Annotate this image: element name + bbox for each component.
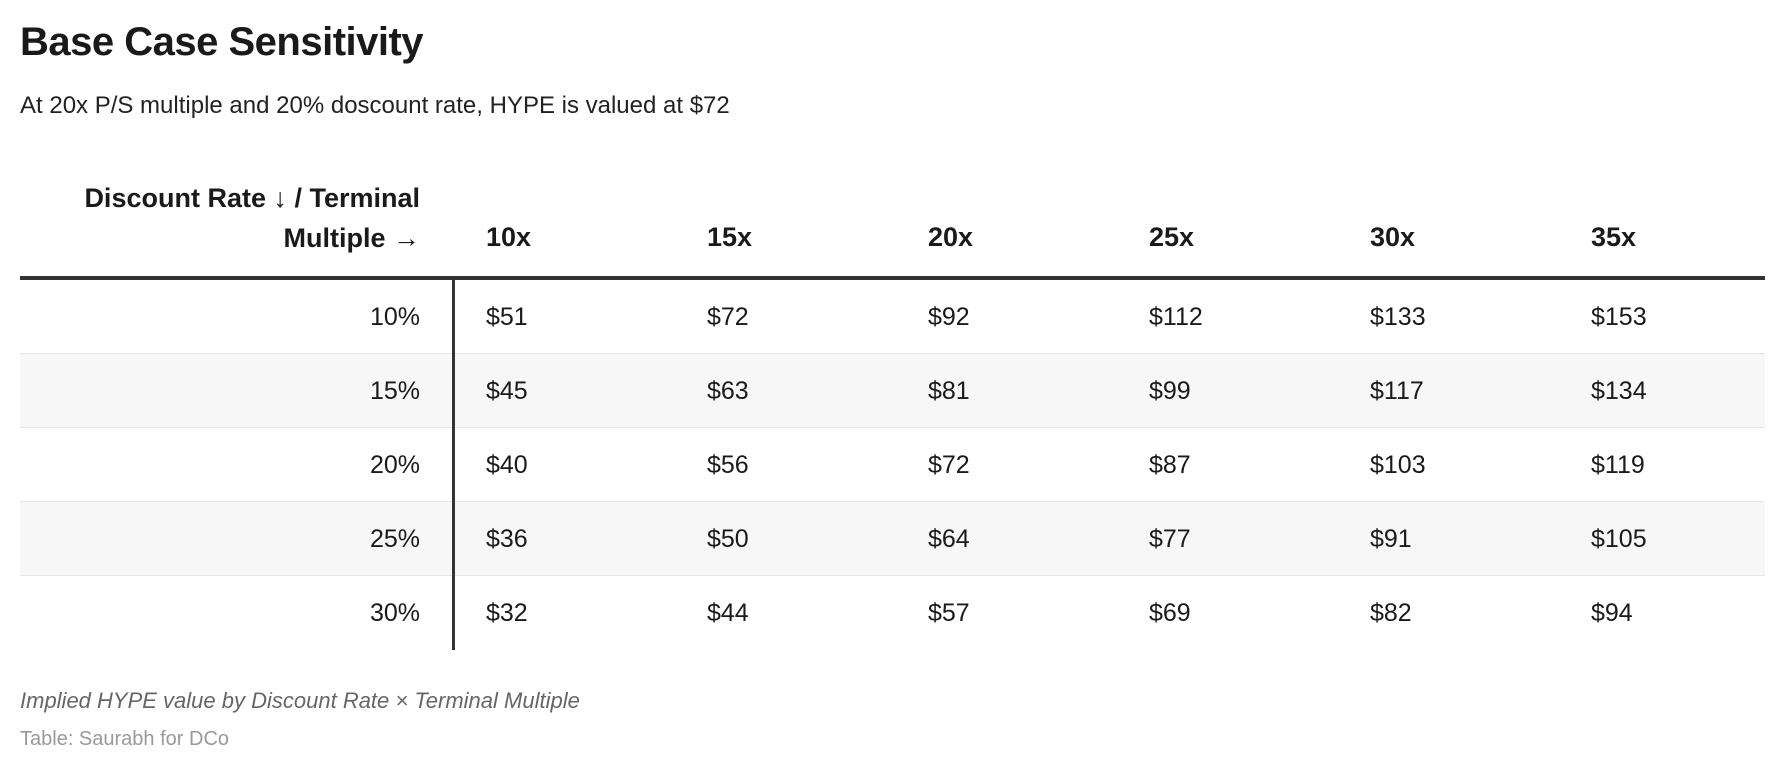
table-source: Table: Saurabh for DCo [20, 728, 230, 750]
table-cell: $133 [1370, 303, 1426, 331]
column-header: 35x [1591, 222, 1637, 252]
table-cell: $105 [1591, 525, 1647, 553]
table-cell: $134 [1591, 377, 1647, 405]
table-cell: $72 [928, 451, 970, 479]
chart-subtitle: At 20x P/S multiple and 20% doscount rat… [20, 92, 730, 119]
corner-header-line2: Multiple → [283, 223, 421, 253]
table-cell: $103 [1370, 451, 1426, 479]
table-cell: $56 [707, 451, 749, 479]
row-label: 10% [369, 303, 420, 331]
table-cell: $117 [1370, 377, 1424, 405]
table-cell: $51 [486, 303, 528, 331]
table-cell: $153 [1591, 303, 1647, 331]
column-header: 25x [1149, 222, 1195, 252]
table-cell: $40 [486, 451, 528, 479]
table-caption: Implied HYPE value by Discount Rate × Te… [20, 688, 580, 713]
table-cell: $50 [707, 525, 749, 553]
table-cell: $36 [486, 525, 528, 553]
table-row: 30% $32 $44 $57 $69 $82 $94 [20, 576, 1765, 650]
header-rule [20, 276, 1765, 280]
table-cell: $91 [1370, 525, 1412, 553]
column-header: 30x [1370, 222, 1416, 252]
table-cell: $112 [1149, 303, 1203, 331]
table-cell: $63 [707, 377, 749, 405]
row-label: 20% [369, 451, 420, 479]
corner-header-line1: Discount Rate ↓ / Terminal [84, 183, 420, 213]
table-cell: $77 [1149, 525, 1191, 553]
table-cell: $32 [486, 599, 528, 627]
chart-title: Base Case Sensitivity [20, 20, 424, 64]
table-cell: $99 [1149, 377, 1191, 405]
table-row: 20% $40 $56 $72 $87 $103 $119 [20, 428, 1765, 502]
table-cell: $81 [928, 377, 970, 405]
table-cell: $69 [1149, 599, 1191, 627]
table-cell: $94 [1591, 599, 1633, 627]
table-cell: $87 [1149, 451, 1191, 479]
table-row: 15% $45 $63 $81 $99 $117 $134 [20, 354, 1765, 428]
table-cell: $45 [486, 377, 528, 405]
column-header: 15x [707, 222, 753, 252]
table-cell: $119 [1591, 451, 1645, 479]
corner-header: Discount Rate ↓ / Terminal Multiple → [20, 178, 420, 258]
table-cell: $57 [928, 599, 970, 627]
table-cell: $72 [707, 303, 749, 331]
table-cell: $44 [707, 599, 749, 627]
table-cell: $92 [928, 303, 970, 331]
table-row: 10% $51 $72 $92 $112 $133 $153 [20, 280, 1765, 354]
column-header: 20x [928, 222, 974, 252]
column-header: 10x [486, 222, 532, 252]
table-cell: $82 [1370, 599, 1412, 627]
row-label: 15% [369, 377, 420, 405]
table-cell: $64 [928, 525, 970, 553]
row-label: 25% [369, 525, 420, 553]
row-label: 30% [369, 599, 420, 627]
table-row: 25% $36 $50 $64 $77 $91 $105 [20, 502, 1765, 576]
row-label-divider [452, 280, 455, 650]
